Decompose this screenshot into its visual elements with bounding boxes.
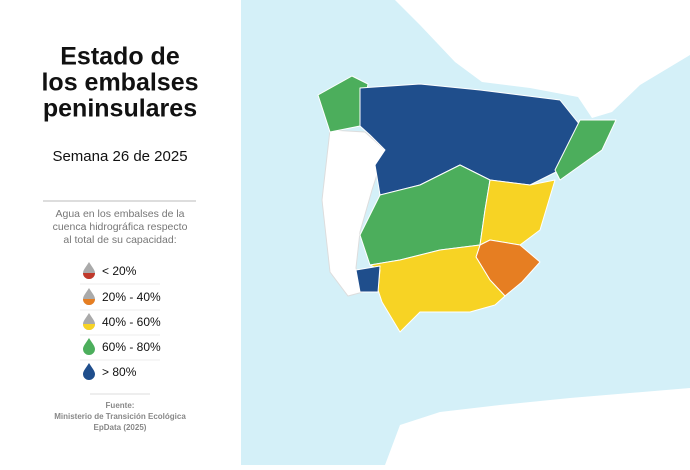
title-line: Estado de <box>60 43 180 71</box>
region-blue <box>355 265 381 293</box>
legend-heading: cuenca hidrográfica respecto <box>53 221 188 233</box>
subtitle: Semana 26 de 2025 <box>52 148 187 165</box>
title-line: peninsulares <box>43 95 197 123</box>
legend-heading: Agua en los embalses de la <box>56 208 185 220</box>
legend-icon-fill <box>83 324 95 330</box>
legend-label: 40% - 60% <box>102 315 161 329</box>
region-yellow <box>369 244 506 333</box>
legend-label: > 80% <box>102 365 137 379</box>
side-panel: Estado de los embalses peninsulares Sema… <box>41 43 198 433</box>
legend-icon-fill <box>83 273 95 279</box>
map <box>241 0 690 465</box>
source: Ministerio de Transición Ecológica <box>54 412 186 421</box>
source: EpData (2025) <box>94 423 147 432</box>
africa <box>385 388 690 465</box>
legend-label: 20% - 40% <box>102 290 161 304</box>
france <box>395 0 690 118</box>
legend-label: < 20% <box>102 264 137 278</box>
legend-heading: al total de su capacidad: <box>63 234 176 246</box>
region-green <box>554 119 617 181</box>
legend: < 20% 20% - 40% 40% - 60% 60% - 80% > 80% <box>80 262 161 380</box>
legend-icon <box>83 363 95 380</box>
title-line: los embalses <box>41 69 198 97</box>
legend-label: 60% - 80% <box>102 340 161 354</box>
legend-icon <box>83 338 95 355</box>
legend-icon-fill <box>83 299 95 305</box>
source: Fuente: <box>106 401 135 410</box>
